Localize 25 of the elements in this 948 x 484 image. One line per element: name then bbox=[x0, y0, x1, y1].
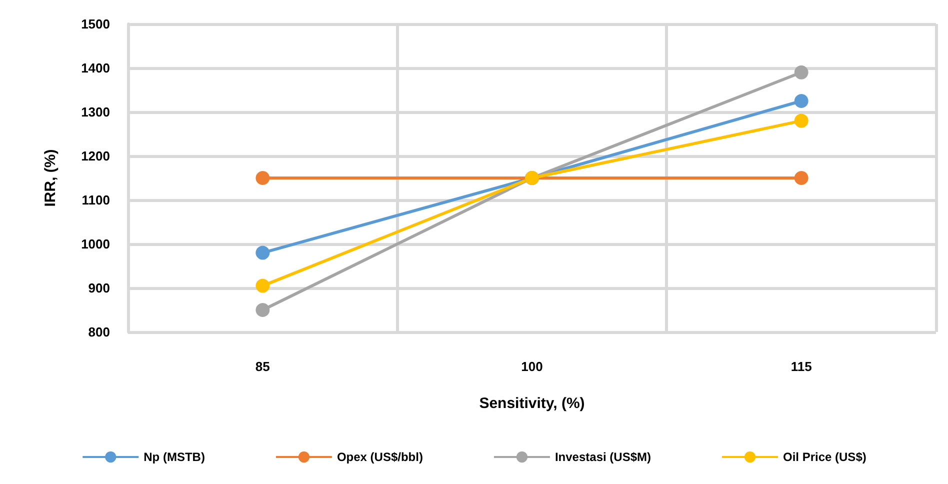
point bbox=[794, 114, 808, 128]
y-tick-label: 1000 bbox=[81, 236, 110, 252]
point bbox=[256, 246, 270, 260]
legend-label: Oil Price (US$) bbox=[783, 450, 866, 464]
y-tick-label: 1300 bbox=[81, 104, 110, 120]
x-tick-label: 100 bbox=[521, 359, 543, 374]
x-tick-label: 85 bbox=[255, 359, 270, 374]
point bbox=[794, 171, 808, 185]
y-tick-label: 800 bbox=[88, 324, 110, 340]
point bbox=[256, 171, 270, 185]
y-tick-label: 1400 bbox=[81, 60, 110, 76]
legend-label: Opex (US$/bbl) bbox=[336, 450, 423, 464]
x-tick-label: 115 bbox=[790, 359, 812, 374]
point bbox=[794, 94, 808, 108]
y-tick-label: 1200 bbox=[81, 148, 110, 164]
y-tick-label: 1500 bbox=[81, 16, 110, 32]
legend-label: Investasi (US$M) bbox=[554, 450, 651, 464]
point bbox=[256, 303, 270, 317]
point bbox=[794, 65, 808, 80]
y-tick-label: 900 bbox=[88, 280, 110, 296]
point bbox=[256, 278, 270, 293]
legend-label: Np (MSTB) bbox=[144, 450, 205, 464]
y-axis-title: IRR, (%) bbox=[42, 149, 59, 207]
x-axis-title: Sensitivity, (%) bbox=[479, 395, 585, 412]
y-tick-label: 1100 bbox=[82, 192, 110, 208]
